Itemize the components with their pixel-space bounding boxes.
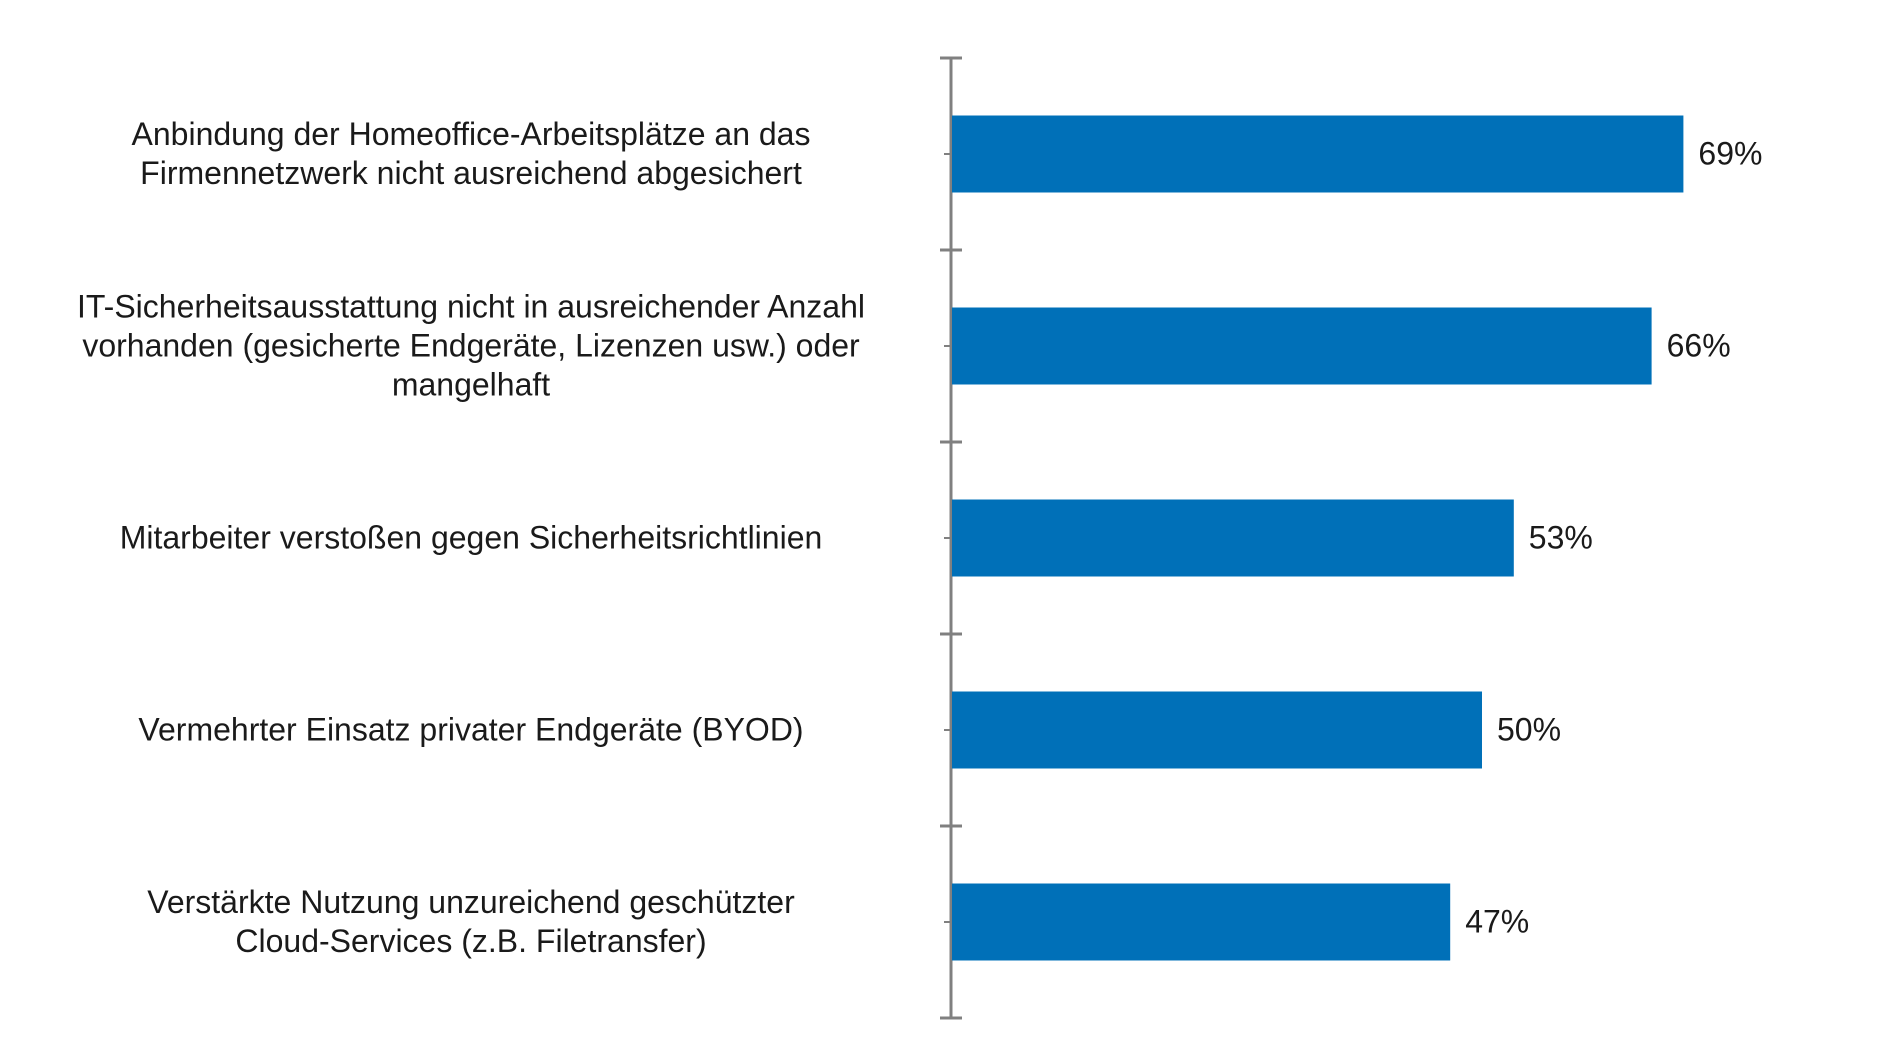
value-label-3: 53% xyxy=(1528,519,1593,556)
value-label-1: 69% xyxy=(1698,135,1763,172)
category-label-4: Vermehrter Einsatz privater Endgeräte (B… xyxy=(138,711,804,748)
bar-1 xyxy=(952,115,1684,193)
category-label-5: Verstärkte Nutzung unzureichend geschütz… xyxy=(147,884,795,959)
category-label-3: Mitarbeiter verstoßen gegen Sicherheitsr… xyxy=(119,519,823,556)
category-label-1: Anbindung der Homeoffice-Arbeitsplätze a… xyxy=(131,116,811,191)
bar-5 xyxy=(952,883,1451,961)
value-label-4: 50% xyxy=(1497,711,1562,748)
bar-2 xyxy=(952,307,1652,385)
value-label-5: 47% xyxy=(1465,903,1530,940)
value-label-2: 66% xyxy=(1666,327,1731,364)
category-label-2: IT-Sicherheitsausstattung nicht in ausre… xyxy=(76,288,865,403)
bar-3 xyxy=(952,499,1514,577)
bar-4 xyxy=(952,691,1482,769)
